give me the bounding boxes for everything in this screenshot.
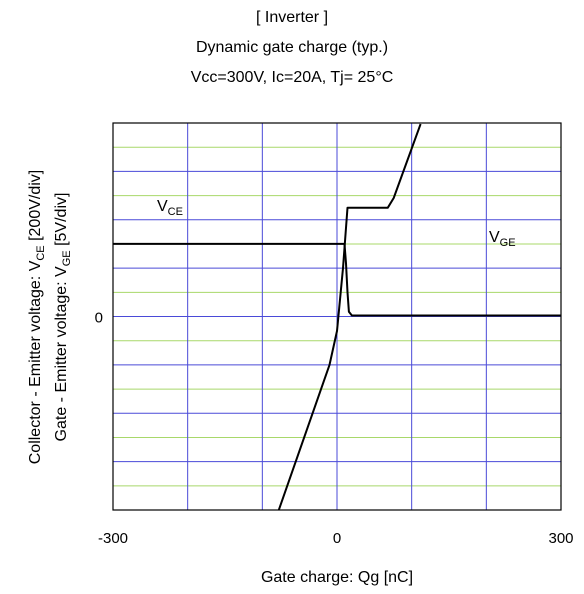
chart-title: [ Inverter ]	[255, 9, 329, 26]
x-tick-label: -300	[98, 530, 128, 547]
y-right-sub: GE	[61, 250, 73, 266]
vge-series-label-main: V	[489, 229, 500, 246]
series-lines	[113, 123, 561, 511]
y-left-suffix: [200V/div]	[27, 170, 44, 246]
y-axis-label-left: Collector - Emitter voltage: VCE [200V/d…	[27, 170, 47, 465]
y-zero-tick-label: 0	[95, 310, 103, 327]
chart-subtitle: Dynamic gate charge (typ.)	[195, 39, 389, 56]
vge-series-label-sub: GE	[500, 237, 516, 249]
y-right-prefix: Gate - Emitter voltage: V	[53, 266, 70, 442]
x-tick-labels: -300 0 300	[98, 530, 574, 547]
vce-series-label-sub: CE	[168, 206, 183, 218]
y-left-sub: CE	[35, 245, 47, 260]
x-tick-label: 0	[333, 530, 341, 547]
y-axis-label-right: Gate - Emitter voltage: VGE [5V/div]	[53, 193, 73, 442]
vce-series-label: VCE	[157, 198, 183, 218]
vge-series-label: VGE	[489, 229, 516, 249]
vce-series-label-main: V	[157, 198, 168, 215]
x-axis-label: Gate charge: Qg [nC]	[261, 569, 413, 586]
chart-conditions: Vcc=300V, Ic=20A, Tj= 25°C	[190, 69, 394, 86]
x-tick-label: 300	[548, 530, 573, 547]
y-right-suffix: [5V/div]	[53, 193, 70, 251]
y-left-prefix: Collector - Emitter voltage: V	[27, 260, 44, 464]
vge-curve	[277, 123, 422, 511]
